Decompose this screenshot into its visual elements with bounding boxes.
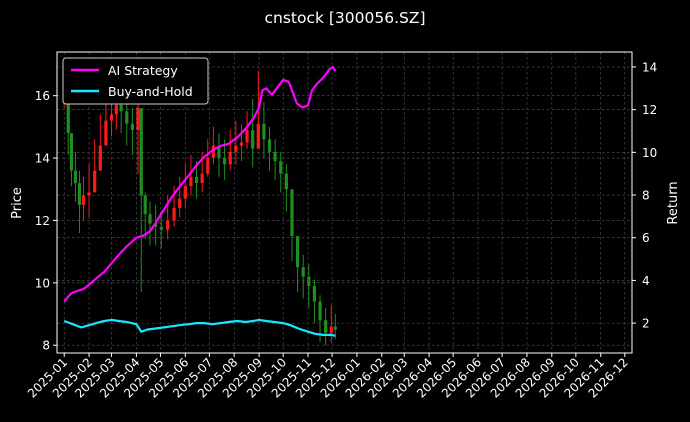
price-candle: [81, 195, 86, 205]
price-candle: [114, 105, 118, 115]
y-axis-left-title: Price: [10, 187, 25, 219]
price-candle: [329, 326, 333, 333]
price-candle: [211, 145, 215, 159]
price-candle: [234, 145, 238, 152]
ai-strategy-line: [63, 65, 337, 303]
y-tick-label-right: 14: [642, 60, 657, 74]
price-candle: [333, 326, 337, 330]
price-candle: [166, 220, 170, 230]
price-candle: [98, 145, 102, 171]
price-candle: [284, 173, 288, 190]
price-candle: [87, 192, 91, 196]
legend-label-ai-strategy: AI Strategy: [108, 63, 178, 78]
y-tick-label-left: 10: [35, 276, 50, 290]
price-candle: [189, 176, 193, 187]
y-tick-label-right: 12: [642, 103, 657, 117]
price-candle: [301, 267, 305, 277]
price-candle: [324, 320, 328, 333]
legend-label-buy-and-hold: Buy-and-Hold: [108, 84, 193, 99]
price-candle: [256, 123, 260, 149]
chart-title: cnstock [300056.SZ]: [264, 9, 425, 27]
price-candle: [143, 195, 147, 215]
price-candle: [239, 142, 244, 146]
price-candle: [206, 158, 210, 174]
price-candle: [77, 183, 82, 205]
y-tick-label-left: 12: [35, 214, 50, 228]
y-tick-label-right: 4: [642, 274, 650, 288]
price-candle: [307, 276, 311, 286]
y-tick-label-right: 6: [642, 231, 650, 245]
legend-box: [62, 57, 209, 105]
price-candle: [290, 189, 294, 237]
price-candle: [104, 120, 108, 146]
price-candle: [318, 301, 322, 321]
y-tick-label-left: 16: [35, 89, 50, 103]
price-candle: [73, 170, 78, 184]
price-candle: [251, 129, 255, 149]
plot-frame: [56, 51, 633, 354]
price-candle: [109, 114, 114, 121]
right-axis: 2 4 6 8 10 12 14: [632, 60, 657, 331]
price-candle: [217, 145, 221, 159]
price-candle: [154, 223, 158, 227]
price-candle: [130, 123, 134, 130]
price-candle: [172, 207, 176, 221]
price-candle: [267, 139, 272, 152]
price-candle: [66, 89, 70, 134]
price-candle: [295, 236, 300, 268]
y-axis-right-title: Return: [666, 181, 681, 224]
price-candle: [262, 123, 266, 140]
price-candle: [159, 226, 163, 230]
price-candle: [273, 151, 277, 162]
price-candle: [245, 129, 249, 143]
price-candle: [312, 285, 317, 302]
y-tick-label-left: 8: [42, 339, 50, 353]
price-candle: [183, 186, 187, 199]
price-candle: [228, 151, 232, 165]
price-candle: [125, 111, 129, 124]
price-candle: [93, 170, 97, 193]
price-candle: [200, 173, 204, 184]
price-candle: [178, 198, 182, 208]
legend: AI Strategy Buy-and-Hold: [62, 57, 209, 105]
price-candle: [148, 214, 152, 224]
y-tick-label-left: 14: [35, 152, 50, 166]
price-candle: [223, 158, 227, 165]
y-tick-label-right: 10: [642, 146, 657, 160]
y-tick-label-right: 8: [642, 189, 650, 203]
y-tick-label-right: 2: [642, 317, 650, 331]
price-candle: [119, 105, 123, 112]
price-candle: [69, 133, 74, 171]
buy-and-hold-line: [63, 318, 336, 337]
price-candle: [279, 161, 283, 174]
return-lines: [63, 65, 337, 337]
price-candle: [139, 108, 143, 196]
price-candle: [194, 176, 199, 184]
price-candle: [136, 108, 140, 130]
left-axis: 8 10 12 14 16: [35, 89, 57, 353]
